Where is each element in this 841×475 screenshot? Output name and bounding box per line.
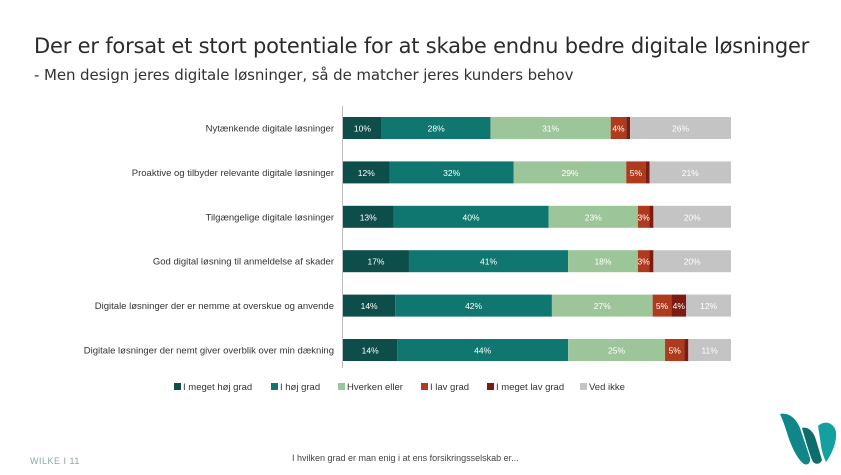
bar-segment [653, 250, 731, 273]
bar-segment [343, 339, 398, 361]
data-label: 23% [585, 212, 602, 222]
bar-segment [548, 205, 638, 228]
bar-segment [343, 161, 390, 184]
data-label: 28% [428, 124, 445, 134]
data-label: 26% [672, 124, 689, 134]
bar-segment [490, 117, 611, 139]
bar-segment [381, 117, 491, 139]
page-title: Der er forsat et stort potentiale for at… [34, 34, 810, 58]
legend-label: I meget lav grad [496, 382, 564, 393]
legend-swatch [271, 383, 278, 390]
data-label: 5% [630, 168, 643, 178]
data-label: 12% [358, 168, 375, 178]
bar-segment [671, 294, 687, 317]
category-label: Proaktive og tilbyder relevante digitale… [132, 168, 334, 179]
bar-segment [653, 205, 731, 228]
wilke-logo-icon [780, 413, 837, 465]
data-label: 4% [612, 124, 625, 134]
bar-segment [630, 117, 731, 139]
bar-segment [649, 205, 654, 228]
legend-label: I lav grad [430, 382, 469, 393]
bar-segment [684, 339, 689, 361]
legend-swatch [174, 383, 181, 390]
data-label: 3% [638, 257, 651, 267]
bar-segment [652, 294, 672, 317]
question-caption: I hvilken grad er man enig i at ens fors… [292, 453, 519, 463]
data-label: 31% [542, 124, 559, 134]
legend-label: Ved ikke [589, 382, 625, 393]
data-label: 21% [682, 168, 699, 178]
bar-segment [637, 205, 650, 228]
bar-segment [393, 205, 549, 228]
bar-segment [568, 250, 638, 273]
bar-segment [395, 294, 552, 317]
legend-swatch [487, 383, 494, 390]
data-label: 10% [354, 124, 371, 134]
data-label: 12% [700, 301, 717, 311]
data-label: 5% [656, 301, 669, 311]
legend-label: I meget høj grad [183, 382, 252, 393]
category-label: Tilgængelige digitale løsninger [206, 212, 335, 223]
data-label: 5% [669, 346, 682, 356]
data-label: 20% [684, 212, 701, 222]
page-subtitle: - Men design jeres digitale løsninger, s… [34, 66, 574, 84]
legend-swatch [580, 383, 587, 390]
bar-segment [649, 161, 731, 184]
data-label: 32% [443, 168, 460, 178]
data-label: 25% [608, 346, 625, 356]
data-label: 13% [360, 212, 377, 222]
data-label: 4% [673, 301, 686, 311]
category-label: Digitale løsninger der nemt giver overbl… [84, 346, 334, 357]
bar-segment [649, 250, 654, 273]
category-label: God digital løsning til anmeldelse af sk… [153, 257, 334, 268]
bar-segment [688, 339, 731, 361]
legend-label: Hverken eller [347, 382, 403, 393]
bar-segment [626, 161, 646, 184]
data-label: 14% [362, 346, 379, 356]
legend-swatch [421, 383, 428, 390]
bar-segment [513, 161, 627, 184]
bar-segment [626, 117, 631, 139]
category-label: Nytænkende digitale løsninger [206, 124, 334, 135]
bar-segment [610, 117, 627, 139]
category-label: Digitale løsninger der er nemme at overs… [95, 301, 334, 312]
data-label: 41% [480, 257, 497, 267]
bar-segment [665, 339, 685, 361]
bar-segment [397, 339, 569, 361]
page-number-label: WILKE I 11 [30, 456, 80, 466]
data-label: 11% [701, 346, 718, 356]
data-label: 17% [367, 257, 384, 267]
data-label: 3% [638, 212, 651, 222]
data-label: 18% [594, 257, 611, 267]
bar-segment [686, 294, 731, 317]
bar-segment [568, 339, 666, 361]
data-label: 44% [474, 346, 491, 356]
data-label: 42% [465, 301, 482, 311]
data-label: 29% [561, 168, 578, 178]
data-label: 20% [684, 257, 701, 267]
bar-segment [637, 250, 650, 273]
bar-segment [343, 250, 409, 273]
bar-segment [343, 205, 394, 228]
bar-segment [551, 294, 653, 317]
bar-segment [343, 117, 382, 139]
data-label: 27% [594, 301, 611, 311]
data-label: 14% [361, 301, 378, 311]
bar-segment [645, 161, 650, 184]
bar-segment [389, 161, 514, 184]
bar-segment [408, 250, 569, 273]
legend-label: I høj grad [280, 382, 320, 393]
data-label: 40% [463, 212, 480, 222]
bar-segment [343, 294, 396, 317]
legend-swatch [338, 383, 345, 390]
